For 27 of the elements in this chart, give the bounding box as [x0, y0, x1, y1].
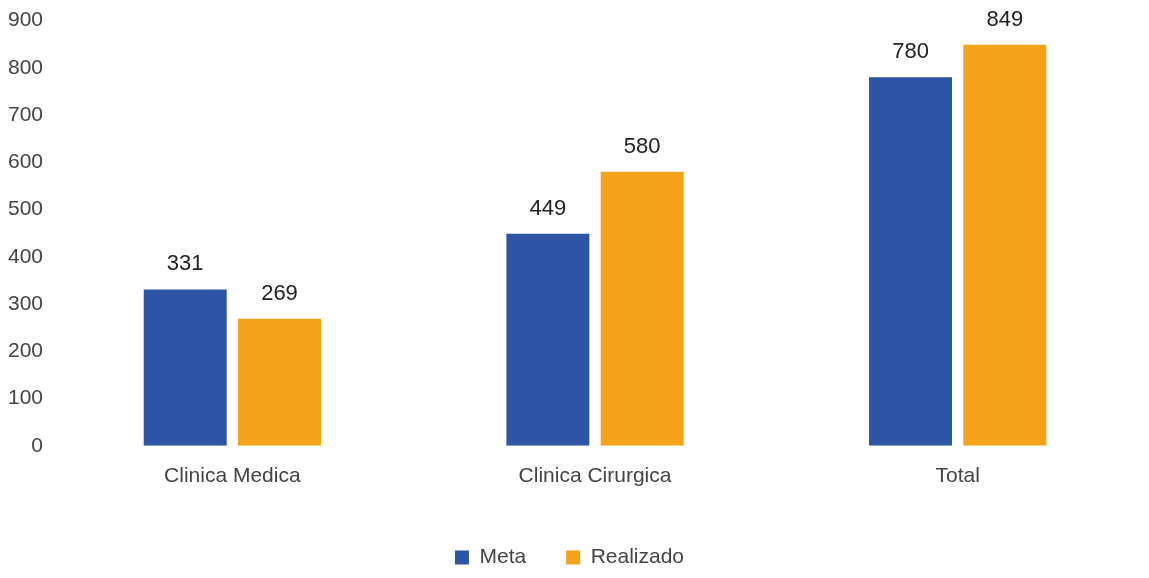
x-tick-label: Clinica Medica	[164, 463, 301, 487]
y-tick-label: 400	[7, 243, 44, 267]
bar	[600, 171, 684, 446]
x-tick-label: Total	[935, 463, 980, 487]
y-tick-label: 600	[7, 149, 44, 173]
bar	[506, 233, 590, 446]
bar	[238, 318, 321, 446]
y-tick-label: 700	[7, 101, 44, 125]
y-tick-label: 800	[7, 54, 44, 78]
y-tick-label: 900	[7, 7, 44, 31]
y-tick-label: 0	[31, 432, 44, 456]
x-tick-label: Clinica Cirurgica	[518, 463, 672, 487]
data-label: 780	[892, 38, 929, 64]
data-label: 580	[623, 132, 661, 158]
y-tick-label: 300	[7, 290, 44, 314]
bar	[143, 289, 227, 446]
bar	[963, 44, 1047, 446]
y-tick-label: 100	[7, 385, 44, 409]
data-label: 331	[166, 250, 204, 276]
data-label: 849	[986, 5, 1024, 31]
legend-label: Meta	[479, 544, 527, 568]
y-tick-label: 500	[7, 196, 44, 220]
y-tick-label: 200	[7, 338, 44, 362]
data-label: 269	[261, 279, 298, 305]
data-label: 449	[529, 194, 567, 220]
bar	[869, 77, 953, 446]
legend-label: Realizado	[590, 544, 685, 568]
